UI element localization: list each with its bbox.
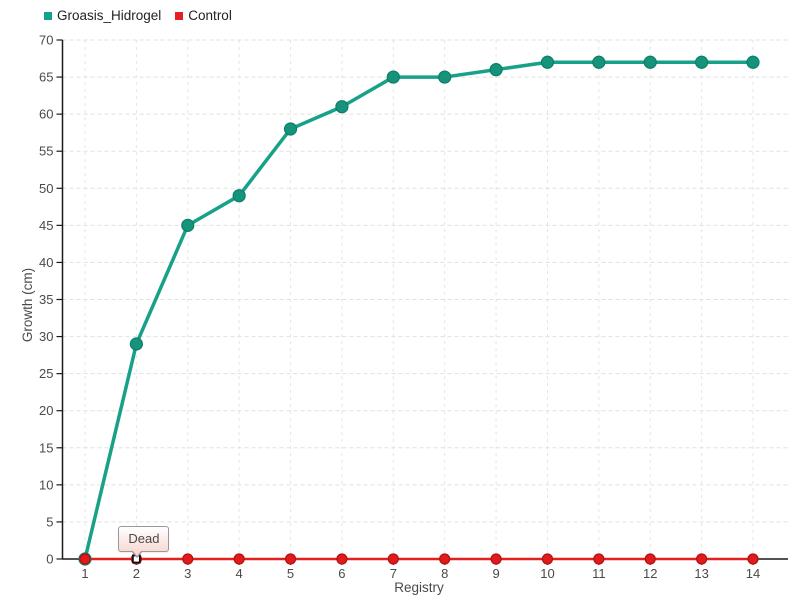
y-tick-label: 25 [39,366,53,381]
point-control-x3[interactable] [182,553,194,565]
x-tick-label: 13 [694,566,708,581]
point-groasis_hidrogel-x10[interactable] [540,55,555,69]
legend-item-control[interactable]: Control [175,9,232,23]
x-axis-label: Registry [394,580,444,595]
dead-tooltip: Dead [118,526,170,558]
y-tick-label: 35 [39,292,53,307]
point-control-x1[interactable] [79,553,91,565]
point-groasis_hidrogel-x4[interactable] [232,189,246,203]
x-tick-label: 2 [133,566,140,581]
x-tick-label: 8 [441,566,448,581]
y-tick-label: 50 [39,181,53,196]
y-tick-label: 40 [39,255,53,270]
x-tick-label: 9 [492,566,499,581]
point-groasis_hidrogel-x6[interactable] [335,100,349,114]
y-tick-label: 0 [46,552,53,567]
point-groasis_hidrogel-x14[interactable] [746,55,760,69]
y-axis-label: Growth (cm) [20,268,35,342]
point-groasis_hidrogel-x7[interactable] [386,70,400,84]
x-tick-label: 1 [81,566,88,581]
point-control-x7[interactable] [387,553,399,565]
x-tick-label: 5 [287,566,294,581]
y-tick-label: 20 [39,403,53,418]
series-line-groasis_hidrogel [83,60,755,561]
point-control-x11[interactable] [593,553,605,565]
point-control-x12[interactable] [644,553,656,565]
legend-label-control: Control [188,8,232,23]
y-tick-label: 5 [46,514,53,529]
x-tick-label: 3 [184,566,191,581]
point-groasis_hidrogel-x2[interactable] [129,337,143,351]
y-tick-label: 55 [39,144,53,159]
x-tick-label: 14 [746,566,760,581]
point-control-x5[interactable] [284,553,297,565]
x-tick-label: 7 [390,566,397,581]
y-tick-label: 15 [39,440,53,455]
x-tick-label: 10 [540,566,554,581]
point-groasis_hidrogel-x5[interactable] [283,122,298,136]
y-tick-label: 65 [39,70,53,85]
x-tick-label: 12 [643,566,657,581]
legend-swatch-control-icon [175,11,184,20]
point-control-x14[interactable] [747,553,759,565]
legend-item-groasis-hidrogel[interactable]: Groasis_Hidrogel [44,9,161,23]
point-control-x8[interactable] [439,553,451,565]
point-control-x9[interactable] [490,553,502,565]
legend: Groasis_Hidrogel Control [44,9,232,23]
point-control-x13[interactable] [696,553,708,565]
point-groasis_hidrogel-x3[interactable] [181,218,195,232]
x-tick-label: 4 [236,566,243,581]
point-groasis_hidrogel-x13[interactable] [695,55,709,69]
point-control-x4[interactable] [233,553,245,565]
point-groasis_hidrogel-x8[interactable] [438,70,452,84]
point-groasis_hidrogel-x12[interactable] [643,55,657,69]
x-tick-label: 6 [338,566,345,581]
point-groasis_hidrogel-x9[interactable] [489,63,503,77]
y-tick-label: 45 [39,218,53,233]
point-groasis_hidrogel-x11[interactable] [592,55,606,69]
y-tick-label: 30 [39,329,53,344]
legend-swatch-groasis-icon [44,11,52,20]
legend-label-groasis: Groasis_Hidrogel [57,8,162,23]
point-control-x6[interactable] [336,553,348,565]
y-tick-label: 10 [39,477,53,492]
x-tick-label: 11 [592,566,606,581]
dead-tooltip-text: Dead [128,531,160,546]
y-tick-label: 60 [39,107,53,122]
point-control-x10[interactable] [541,553,554,565]
y-tick-label: 70 [39,33,53,48]
